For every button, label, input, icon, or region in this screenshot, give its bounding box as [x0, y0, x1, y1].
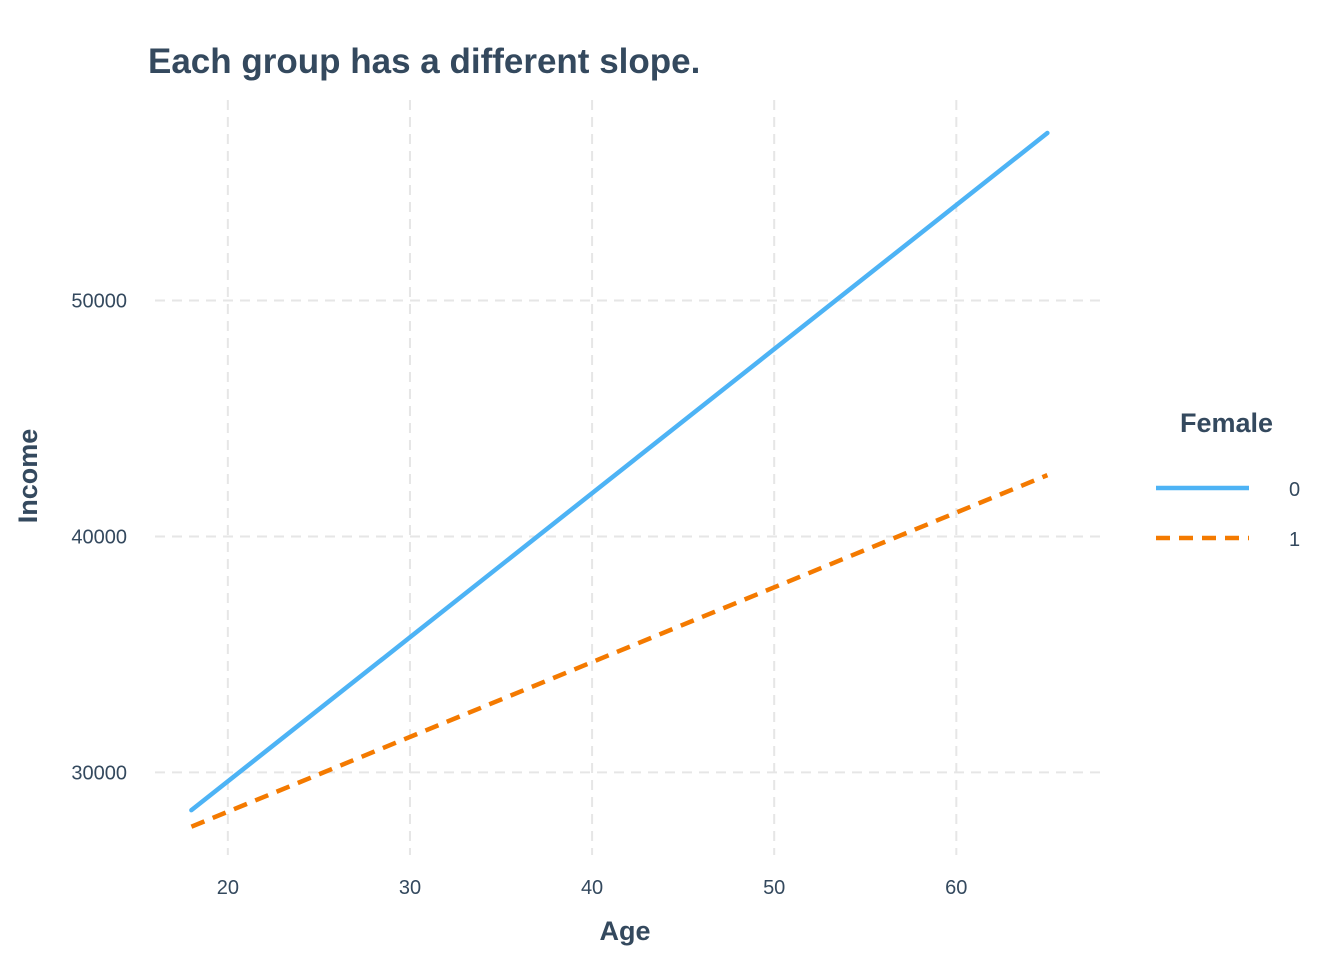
x-tick-label-50: 50: [763, 877, 785, 899]
y-axis-title: Income: [13, 429, 43, 524]
legend: Female 0 1: [1156, 408, 1300, 551]
y-axis-ticks: 30000 40000 50000: [71, 291, 127, 785]
x-tick-label-30: 30: [399, 877, 421, 899]
x-axis-ticks: 20 30 40 50 60: [217, 877, 968, 899]
grid: [155, 100, 1102, 855]
x-axis-title: Age: [599, 916, 650, 946]
chart-title: Each group has a different slope.: [148, 42, 700, 81]
x-tick-label-20: 20: [217, 877, 239, 899]
x-tick-label-40: 40: [581, 877, 603, 899]
y-tick-label-40000: 40000: [71, 526, 127, 548]
y-tick-label-50000: 50000: [71, 291, 127, 313]
series-line-1: [190, 473, 1049, 829]
legend-label-0: 0: [1289, 479, 1300, 501]
x-tick-label-60: 60: [945, 877, 967, 899]
legend-label-1: 1: [1289, 529, 1300, 551]
series-line-0: [189, 130, 1050, 813]
series-lines: [189, 130, 1050, 829]
y-tick-label-30000: 30000: [71, 762, 127, 784]
legend-title: Female: [1180, 408, 1273, 438]
